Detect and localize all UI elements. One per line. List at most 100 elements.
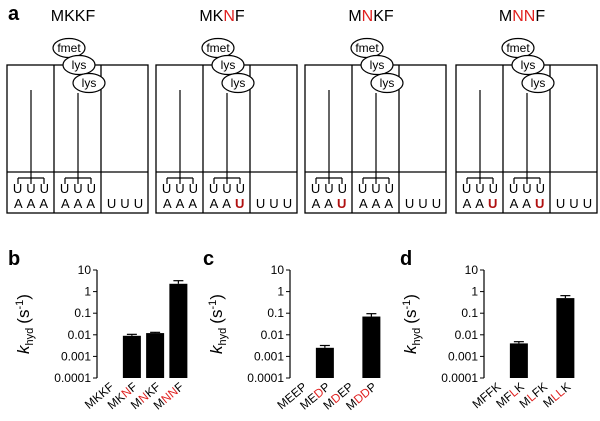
x-tick-label: MNKF bbox=[128, 380, 163, 413]
char: A bbox=[359, 196, 372, 211]
codon: UUU bbox=[556, 196, 596, 211]
codon: UUU bbox=[256, 196, 296, 211]
trna-label: lys bbox=[380, 76, 395, 90]
char: U bbox=[134, 196, 147, 211]
char: U bbox=[235, 196, 248, 211]
codon: AAU bbox=[210, 196, 249, 211]
y-axis-title-part: -1 bbox=[207, 300, 219, 310]
y-axis-title-part: k bbox=[207, 344, 226, 354]
char: A bbox=[61, 196, 74, 211]
char: A bbox=[210, 196, 223, 211]
y-tick-label: 0.001 bbox=[61, 349, 91, 363]
char: A bbox=[222, 196, 235, 211]
y-tick-label: 1 bbox=[84, 285, 91, 299]
anticodon: UUU bbox=[13, 181, 53, 196]
anticodon: UUU bbox=[209, 181, 249, 196]
char: A bbox=[188, 196, 201, 211]
char: U bbox=[337, 196, 350, 211]
trna-label: lys bbox=[82, 76, 97, 90]
y-tick-label: 0.01 bbox=[261, 328, 285, 342]
ribosome-title: MNKF bbox=[348, 8, 394, 25]
char: U bbox=[418, 196, 431, 211]
char: A bbox=[27, 196, 40, 211]
char: A bbox=[39, 196, 52, 211]
y-axis-title-part: k bbox=[401, 344, 420, 354]
char: U bbox=[107, 196, 120, 211]
char: A bbox=[86, 196, 99, 211]
bar bbox=[556, 298, 575, 378]
y-axis-title-part: hyd bbox=[217, 328, 229, 346]
char: U bbox=[556, 196, 569, 211]
x-tick-label: MLFK bbox=[517, 380, 551, 411]
ribosome-title: MNNF bbox=[499, 8, 545, 25]
char: A bbox=[312, 196, 325, 211]
char: M bbox=[499, 8, 512, 25]
char: A bbox=[510, 196, 523, 211]
y-axis-title-part: hyd bbox=[24, 328, 36, 346]
trna-label: lys bbox=[531, 76, 546, 90]
panel-label: d bbox=[400, 248, 412, 270]
y-tick-label: 10 bbox=[271, 263, 285, 277]
char: A bbox=[463, 196, 476, 211]
y-axis-title-part: (s bbox=[207, 310, 226, 324]
char: F bbox=[384, 8, 394, 25]
char: U bbox=[256, 196, 269, 211]
trna-label: fmet bbox=[355, 41, 379, 55]
char: A bbox=[163, 196, 176, 211]
char: U bbox=[488, 196, 501, 211]
char: N bbox=[223, 8, 235, 25]
bar bbox=[362, 316, 381, 378]
y-tick-label: 0.0001 bbox=[441, 371, 478, 385]
char: A bbox=[14, 196, 27, 211]
y-axis-title-part: ) bbox=[14, 294, 33, 300]
y-axis-title-part: -1 bbox=[401, 300, 413, 310]
y-axis-title-part: hyd bbox=[411, 328, 423, 346]
x-tick-label: MDEP bbox=[320, 380, 356, 413]
y-axis-title: khyd (s-1) bbox=[401, 294, 423, 354]
bar bbox=[315, 347, 334, 378]
y-tick-label: 10 bbox=[465, 263, 479, 277]
trna-label: fmet bbox=[206, 41, 230, 55]
trna-label: lys bbox=[231, 76, 246, 90]
ribosome-title: MKKF bbox=[51, 8, 96, 25]
panel-label: b bbox=[8, 248, 20, 270]
anticodon: UUU bbox=[60, 181, 100, 196]
y-tick-label: 0.001 bbox=[448, 349, 478, 363]
codon: AAA bbox=[359, 196, 397, 211]
panel-label: a bbox=[8, 3, 20, 25]
trna bbox=[370, 72, 404, 94]
bar bbox=[122, 335, 141, 378]
trna bbox=[62, 54, 96, 76]
y-axis-title-part: -1 bbox=[14, 300, 26, 310]
char: N bbox=[512, 8, 524, 25]
y-axis-title: khyd (s-1) bbox=[14, 294, 36, 354]
codon: UUU bbox=[107, 196, 147, 211]
codon: AAA bbox=[14, 196, 52, 211]
char: A bbox=[74, 196, 87, 211]
anticodon: UUU bbox=[509, 181, 549, 196]
y-tick-label: 1 bbox=[471, 285, 478, 299]
char: K bbox=[213, 8, 224, 25]
codon: AAU bbox=[510, 196, 549, 211]
anticodon: UUU bbox=[311, 181, 351, 196]
char: M bbox=[51, 8, 64, 25]
trna-label: fmet bbox=[57, 41, 81, 55]
char: U bbox=[269, 196, 282, 211]
trna-label: lys bbox=[72, 58, 87, 72]
char: A bbox=[522, 196, 535, 211]
char: F bbox=[535, 8, 545, 25]
char: F bbox=[85, 8, 95, 25]
anticodon: UUU bbox=[358, 181, 398, 196]
y-tick-label: 0.1 bbox=[267, 306, 284, 320]
char: U bbox=[283, 196, 296, 211]
x-tick-label: MFLK bbox=[493, 380, 527, 411]
y-tick-label: 0.001 bbox=[254, 349, 284, 363]
char: M bbox=[348, 8, 361, 25]
char: A bbox=[384, 196, 397, 211]
y-axis-title-part: ) bbox=[401, 294, 420, 300]
codon: AAA bbox=[163, 196, 201, 211]
ribosome-title: MKNF bbox=[199, 8, 245, 25]
char: A bbox=[372, 196, 385, 211]
trna-label: fmet bbox=[506, 41, 530, 55]
char: U bbox=[405, 196, 418, 211]
